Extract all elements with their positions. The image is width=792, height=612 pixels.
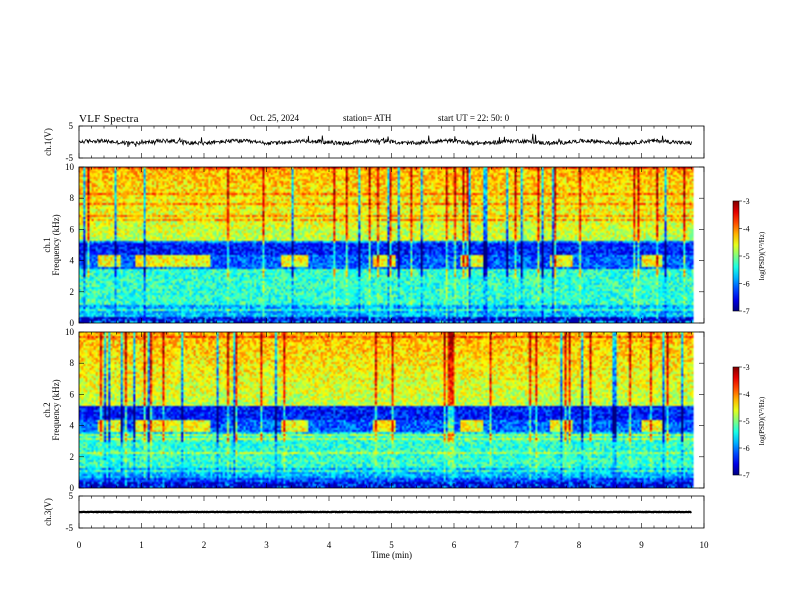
y-axis-label: ch.1(V) [43,128,53,156]
y-tick-label: 10 [65,327,75,337]
y-tick-label: 5 [69,121,74,131]
colorbar-gradient [732,366,740,476]
y-tick-label: 0 [70,483,75,493]
colorbar-label: log(PSD)(V²/Hz) [758,231,766,280]
ch1-waveform-panel: 5 -5 ch.1(V) [43,121,705,163]
x-tick-label: 3 [264,540,269,550]
x-tick-label: 5 [389,540,394,550]
y-axis-label: ch.3(V) [43,498,53,526]
y-axis-label-frequency: Frequency (kHz) [51,379,61,440]
station-label: station= ATH [343,113,392,123]
y-tick-label: 0 [70,318,75,328]
chart-title: VLF Spectra [79,113,139,125]
colorbar-tick-label: -6 [743,280,750,289]
x-tick-label: 0 [77,540,82,550]
y-tick-label: 4 [70,256,75,266]
x-axis-label: Time (min) [371,550,412,560]
x-tick-label: 1 [139,540,144,550]
time-axis: 0 1 2 3 4 5 6 7 8 9 10 Time (min) [77,540,709,560]
x-tick-label: 7 [514,540,519,550]
colorbar-tick-label: -4 [743,390,750,399]
y-tick-label: 6 [70,389,75,399]
colorbar-tick-label: -6 [743,444,750,453]
y-tick-label: 5 [69,491,74,501]
ch1-colorbar: -3 -4 -5 -6 -7 log(PSD)(V²/Hz) [732,197,766,316]
colorbar-tick-label: -3 [743,363,750,372]
ch2-spectrogram-image [79,332,704,488]
y-tick-label: 2 [70,287,75,297]
y-tick-label: 4 [70,421,75,431]
x-tick-label: 8 [577,540,582,550]
x-tick-label: 6 [452,540,457,550]
colorbar-tick-label: -7 [743,307,750,316]
y-tick-label: -5 [66,523,74,533]
colorbar-gradient [732,200,740,312]
colorbar-tick-label: -5 [743,417,750,426]
colorbar-tick-label: -4 [743,225,750,234]
y-tick-label: 8 [70,358,75,368]
date-label: Oct. 25, 2024 [250,113,299,123]
y-tick-label: 6 [70,224,75,234]
y-tick-label: 10 [65,162,75,172]
ch3-waveform-panel: 5 -5 ch.3(V) [43,491,705,533]
y-tick-label: 2 [70,452,75,462]
ch2-spectrogram-panel: 0 2 4 6 8 10 ch.2 Frequency (kHz) [42,327,705,493]
x-tick-label: 10 [700,540,710,550]
colorbar-label: log(PSD)(V²/Hz) [758,396,766,445]
y-tick-label: -5 [66,153,74,163]
colorbar-tick-label: -7 [743,471,750,480]
y-axis-label-channel: ch.1 [42,237,52,252]
ch1-waveform-trace [78,133,692,148]
y-tick-label: 8 [70,193,75,203]
x-tick-label: 9 [639,540,644,550]
colorbar-tick-label: -3 [743,197,750,206]
ch1-spectrogram-image [79,167,704,323]
y-axis-label-frequency: Frequency (kHz) [51,214,61,275]
x-tick-label: 2 [202,540,207,550]
y-axis-label-channel: ch.2 [42,402,52,417]
ch2-colorbar: -3 -4 -5 -6 -7 log(PSD)(V²/Hz) [732,363,766,480]
colorbar-tick-label: -5 [743,252,750,261]
x-tick-label: 4 [327,540,332,550]
ch1-spectrogram-panel: 0 2 4 6 8 10 ch.1 Frequency (kHz) [42,162,705,328]
start-time-label: start UT = 22: 50: 0 [438,113,510,123]
